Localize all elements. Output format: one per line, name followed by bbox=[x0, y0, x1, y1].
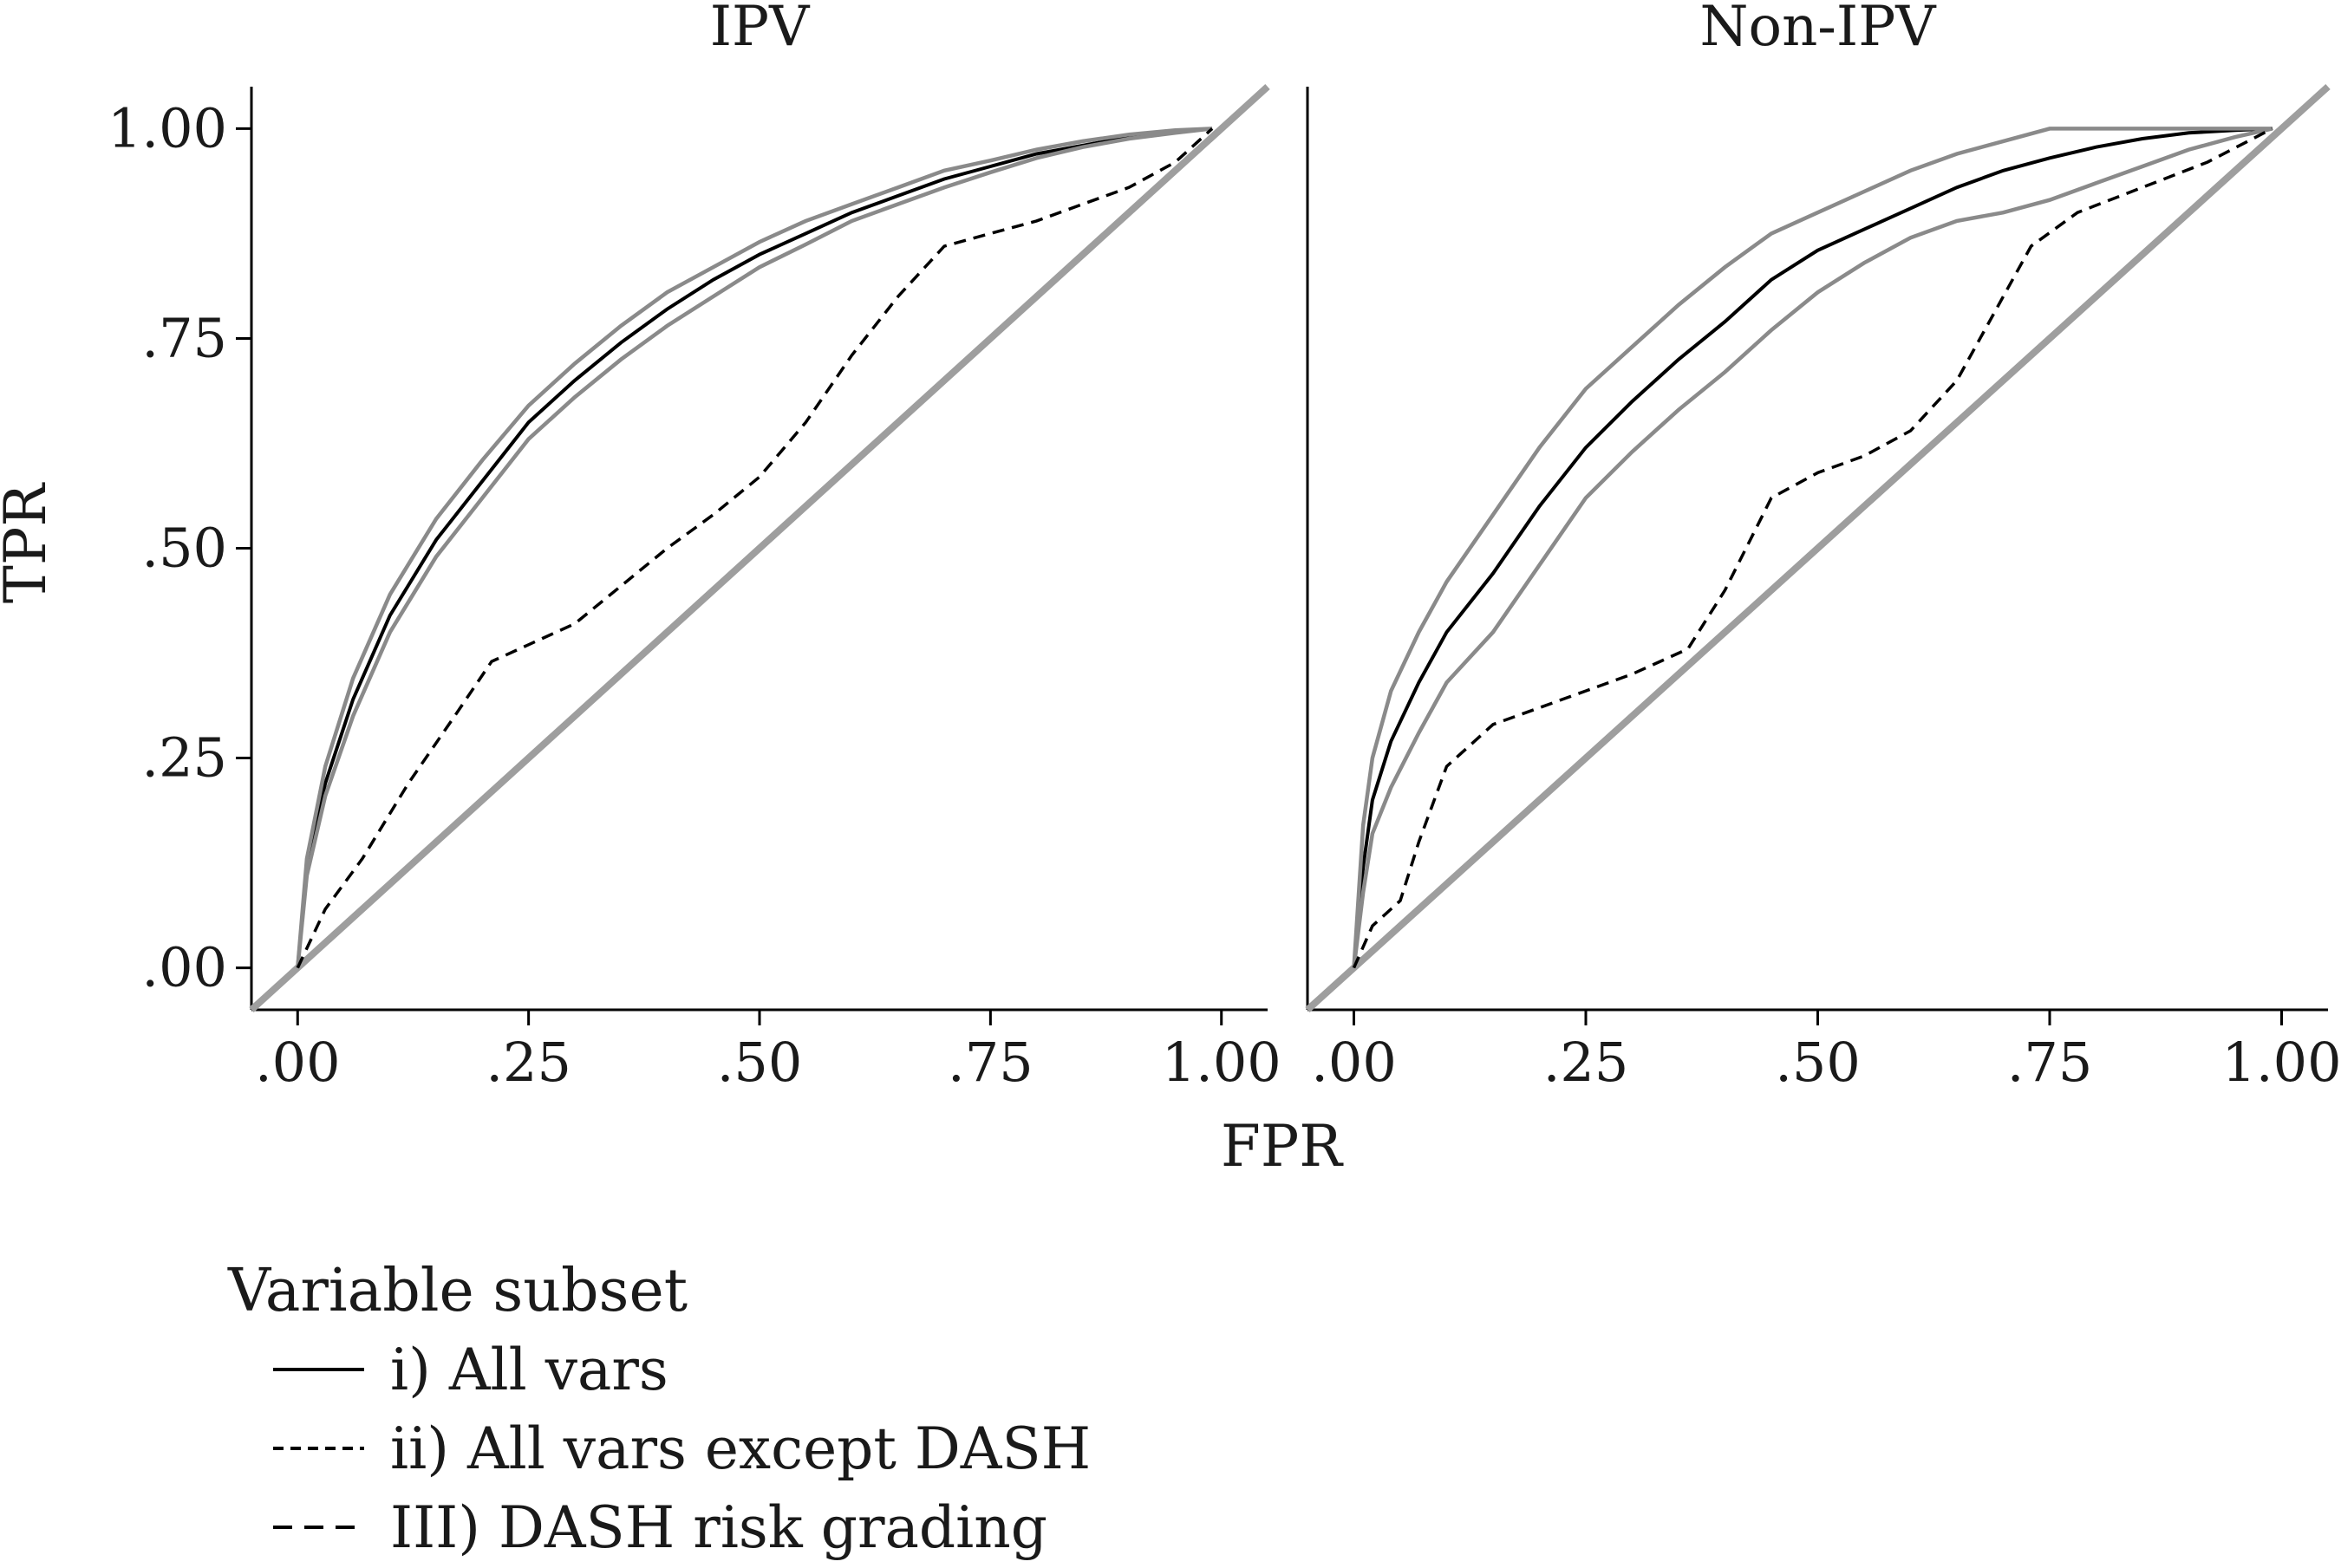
y-tick-label: .75 bbox=[141, 306, 227, 369]
series-line-ci bbox=[1352, 127, 2273, 968]
x-tick-label: 1.00 bbox=[1162, 1031, 1281, 1094]
diagonal-reference-line bbox=[249, 84, 1270, 1012]
series-line-solid bbox=[296, 127, 1213, 968]
x-tick-label: .00 bbox=[1311, 1031, 1397, 1094]
y-tick-label: .50 bbox=[141, 517, 227, 580]
x-tick-label: .25 bbox=[486, 1031, 571, 1094]
panel-ipv: IPV .00 .25 .50 .75 1.00 .00 .25 .50 .75 1.00 bbox=[108, 0, 1281, 1094]
x-tick-label: .50 bbox=[717, 1031, 803, 1094]
legend-label: ii) All vars except DASH bbox=[390, 1415, 1091, 1482]
y-tick-label: .00 bbox=[141, 936, 227, 999]
series-line-dashed bbox=[1352, 127, 2273, 969]
y-tick-label: .25 bbox=[141, 726, 227, 790]
x-tick-label: .75 bbox=[2007, 1031, 2093, 1094]
series-line-solid bbox=[1352, 127, 2273, 968]
legend-entry-all-vars: i) All vars bbox=[273, 1337, 668, 1403]
panel-title: IPV bbox=[710, 0, 811, 59]
series-line-dashed bbox=[296, 127, 1214, 969]
legend-title: Variable subset bbox=[227, 1257, 688, 1325]
legend-entry-dash-risk-grading: III) DASH risk grading bbox=[273, 1494, 1047, 1561]
x-tick-label: .50 bbox=[1775, 1031, 1861, 1094]
x-axis-title: FPR bbox=[1221, 1113, 1344, 1180]
y-axis-title: TPR bbox=[0, 482, 59, 603]
diagonal-reference-line bbox=[1305, 84, 2331, 1012]
panel-title: Non-IPV bbox=[1700, 0, 1938, 59]
legend: Variable subset i) All vars ii) All vars… bbox=[227, 1257, 1091, 1561]
y-tick-label: 1.00 bbox=[108, 96, 227, 159]
x-tick-label: .25 bbox=[1543, 1031, 1629, 1094]
legend-label: III) DASH risk grading bbox=[390, 1494, 1047, 1561]
x-tick-label: .00 bbox=[255, 1031, 341, 1094]
series-line-ci bbox=[296, 127, 1213, 968]
legend-entry-all-vars-except-dash: ii) All vars except DASH bbox=[273, 1415, 1091, 1482]
legend-label: i) All vars bbox=[390, 1337, 668, 1403]
series-line-ci bbox=[1352, 127, 2273, 968]
series-line-ci bbox=[296, 127, 1213, 968]
x-tick-label: 1.00 bbox=[2221, 1031, 2341, 1094]
x-tick-label: .75 bbox=[948, 1031, 1034, 1094]
panel-non-ipv: Non-IPV .00 .25 .50 .75 1.00 bbox=[1305, 0, 2341, 1094]
